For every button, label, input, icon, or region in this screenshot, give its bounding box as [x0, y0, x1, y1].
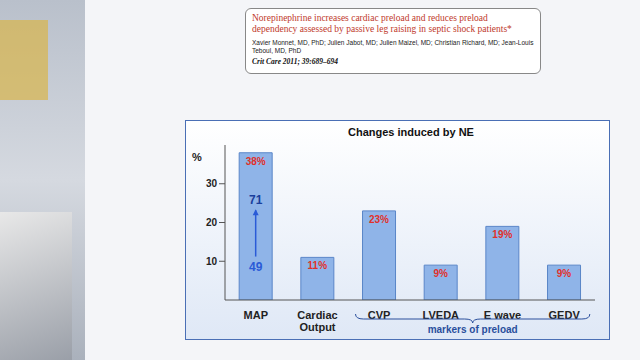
- svg-text:markers of preload: markers of preload: [428, 324, 518, 335]
- html-text:Crit Care 2011; 39:689–694: Crit Care 2011; 39:689–694: [252, 57, 338, 66]
- svg-text:9%: 9%: [433, 268, 448, 279]
- html-text:Xavier Monnet, MD, PhD; Julien: Xavier Monnet, MD, PhD; Julien Jabot, MD…: [252, 39, 534, 54]
- svg-text:20: 20: [205, 217, 217, 228]
- html-text:Norepinephrine increases cardi: Norepinephrine increases cardiac preload…: [252, 13, 512, 34]
- svg-text:E wave: E wave: [483, 309, 520, 321]
- svg-text:CVP: CVP: [367, 309, 390, 321]
- svg-text:38%: 38%: [245, 155, 265, 166]
- svg-text:71: 71: [249, 193, 263, 207]
- svg-text:LVEDA: LVEDA: [422, 309, 459, 321]
- svg-text:23%: 23%: [369, 213, 389, 224]
- svg-text:11%: 11%: [307, 260, 327, 271]
- svg-text:30: 30: [205, 178, 217, 189]
- html-text:Changes induced by NE: Changes induced by NE: [348, 126, 474, 138]
- svg-text:10: 10: [205, 255, 217, 266]
- svg-text:19%: 19%: [492, 229, 512, 240]
- svg-text:49: 49: [249, 259, 263, 273]
- svg-text:GEDV: GEDV: [548, 309, 580, 321]
- svg-text:CardiacOutput: CardiacOutput: [297, 309, 337, 333]
- svg-text:MAP: MAP: [243, 309, 267, 321]
- svg-text:9%: 9%: [556, 268, 571, 279]
